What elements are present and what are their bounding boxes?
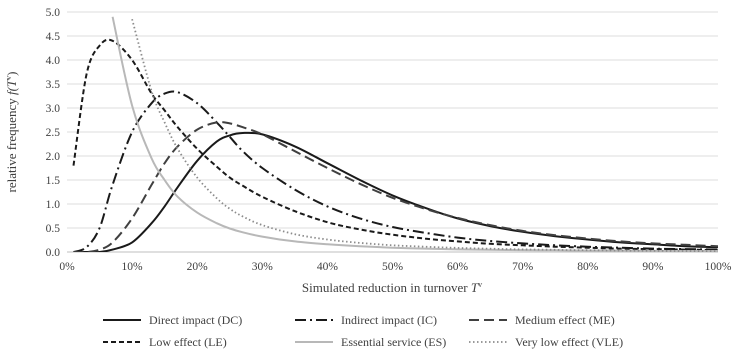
- legend-label: Medium effect (ME): [515, 313, 615, 327]
- y-tick-label: 1.0: [46, 199, 61, 211]
- y-tick-label: 1.5: [46, 175, 61, 187]
- y-tick-label: 3.5: [46, 79, 61, 91]
- legend-label: Low effect (LE): [149, 335, 227, 349]
- series-line-4: [72, 38, 718, 252]
- tick-labels: 0.0 0.5 1.0 1.5 2.0 2.5 3.0 3.5 4.0 4.5 5.0 0% 10% 20…: [46, 7, 732, 273]
- x-tick-label: 80%: [577, 261, 599, 273]
- legend-label: Very low effect (VLE): [515, 335, 623, 349]
- x-axis-title: Simulated reduction in turnover Tv: [302, 280, 482, 295]
- x-tick-label: 30%: [252, 261, 274, 273]
- series-line-6: [131, 18, 718, 252]
- x-tick-label: 40%: [317, 261, 339, 273]
- x-tick-label: 50%: [382, 261, 404, 273]
- x-tick-label: 10%: [122, 261, 144, 273]
- legend-label: Indirect impact (IC): [341, 313, 437, 327]
- legend: Direct impact (DC) Indirect impact (IC) Me…: [103, 313, 623, 349]
- series-lines: [72, 16, 718, 252]
- x-tick-label: 100%: [705, 261, 732, 273]
- y-tick-label: 5.0: [46, 7, 61, 19]
- y-tick-label: 4.0: [46, 55, 61, 67]
- y-tick-label: 2.5: [46, 127, 61, 139]
- y-axis-title: relative frequency f(Tv): [4, 72, 19, 193]
- y-tick-label: 4.5: [46, 31, 61, 43]
- x-tick-label: 90%: [642, 261, 664, 273]
- grid-lines: [67, 11, 718, 229]
- series-line-3: [73, 121, 718, 252]
- x-tick-label: 20%: [187, 261, 209, 273]
- x-tick-label: 70%: [512, 261, 534, 273]
- y-tick-label: 0.5: [46, 223, 61, 235]
- y-tick-label: 0.0: [46, 247, 61, 259]
- legend-label: Direct impact (DC): [149, 313, 242, 327]
- x-tick-label: 60%: [447, 261, 469, 273]
- series-line-5: [111, 16, 718, 252]
- legend-label: Essential service (ES): [341, 335, 446, 349]
- y-tick-label: 3.0: [46, 103, 61, 115]
- y-tick-label: 2.0: [46, 151, 61, 163]
- x-tick-label: 0%: [59, 261, 75, 273]
